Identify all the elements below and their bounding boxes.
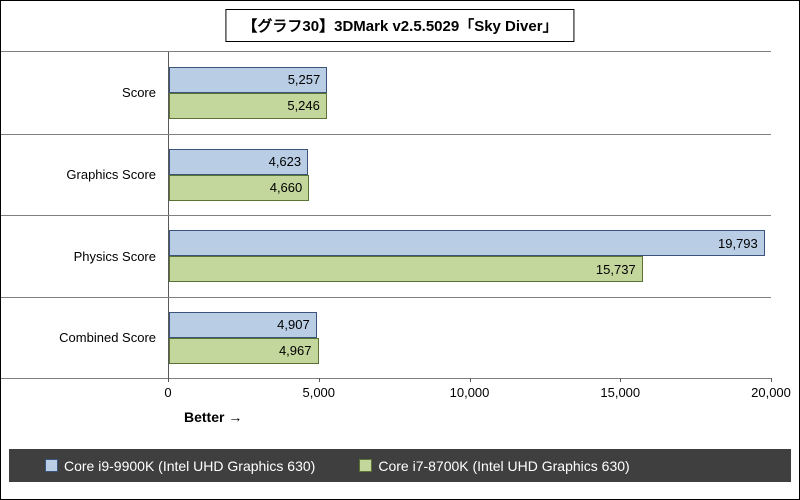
bar-group: 4,907 4,967 xyxy=(168,297,771,378)
category-label: Combined Score xyxy=(59,330,156,346)
x-tick-label: 0 xyxy=(164,385,172,400)
plot-area: Score 5,257 5,246 Graphics Score 4,623 4,660 P… xyxy=(1,51,771,379)
x-tick-label: 5,000 xyxy=(302,385,336,400)
bar-value-label: 5,257 xyxy=(287,72,321,88)
x-tick-label: 15,000 xyxy=(600,385,641,400)
legend-swatch-icon xyxy=(359,459,373,472)
legend-label: Core i7-8700K (Intel UHD Graphics 630) xyxy=(378,457,630,474)
bar-series-0: 19,793 xyxy=(169,230,765,257)
x-tick-mark xyxy=(771,378,772,382)
category-label: Score xyxy=(122,85,156,101)
x-tick-mark xyxy=(168,378,169,382)
chart-row: Physics Score 19,793 15,737 xyxy=(1,215,771,297)
legend: Core i9-9900K (Intel UHD Graphics 630) Co… xyxy=(9,449,791,482)
legend-swatch-icon xyxy=(45,459,58,472)
bar-value-label: 19,793 xyxy=(718,235,758,251)
bar-rows: Score 5,257 5,246 Graphics Score 4,623 4,660 P… xyxy=(1,52,771,378)
bar-group: 5,257 5,246 xyxy=(168,52,771,134)
bar-value-label: 5,246 xyxy=(287,98,320,114)
better-label: Better → xyxy=(184,409,243,425)
bar-series-1: 4,660 xyxy=(169,174,310,201)
bar-value-label: 4,623 xyxy=(268,154,302,170)
bar-value-label: 4,660 xyxy=(269,180,303,196)
category-label: Physics Score xyxy=(73,248,156,264)
bar-group: 19,793 15,737 xyxy=(168,216,771,297)
bar-series-0: 4,907 xyxy=(169,311,317,338)
bar-series-0: 5,257 xyxy=(169,66,328,93)
bar-value-label: 15,737 xyxy=(595,261,636,277)
legend-label: Core i9-9900K (Intel UHD Graphics 630) xyxy=(64,457,316,474)
x-tick-label: 10,000 xyxy=(449,385,490,400)
x-tick-label: 20,000 xyxy=(751,385,791,400)
bar-series-1: 4,967 xyxy=(169,337,319,364)
legend-item-1: Core i7-8700K (Intel UHD Graphics 630) xyxy=(359,457,630,474)
x-tick-mark xyxy=(620,378,622,382)
chart-row: Combined Score 4,907 4,967 xyxy=(1,296,771,378)
bar-series-1: 15,737 xyxy=(169,256,643,283)
bar-series-0: 4,623 xyxy=(169,148,309,175)
bar-value-label: 4,967 xyxy=(278,343,312,359)
category-label: Graphics Score xyxy=(66,167,156,183)
chart-row: Graphics Score 4,623 4,660 xyxy=(1,133,771,215)
legend-item-0: Core i9-9900K (Intel UHD Graphics 630) xyxy=(45,458,315,474)
x-axis: 0 5,000 10,000 15,000 20,000 xyxy=(164,378,791,404)
bar-series-1: 5,246 xyxy=(169,92,327,119)
bar-group: 4,623 4,660 xyxy=(168,134,771,215)
chart-title: 【グラフ30】3DMark v2.5.5029「Sky Diver」 xyxy=(225,9,575,42)
x-tick-mark xyxy=(469,378,471,382)
chart-row: Score 5,257 5,246 xyxy=(1,52,771,134)
bar-value-label: 4,907 xyxy=(277,317,310,333)
x-tick-mark xyxy=(318,378,320,382)
